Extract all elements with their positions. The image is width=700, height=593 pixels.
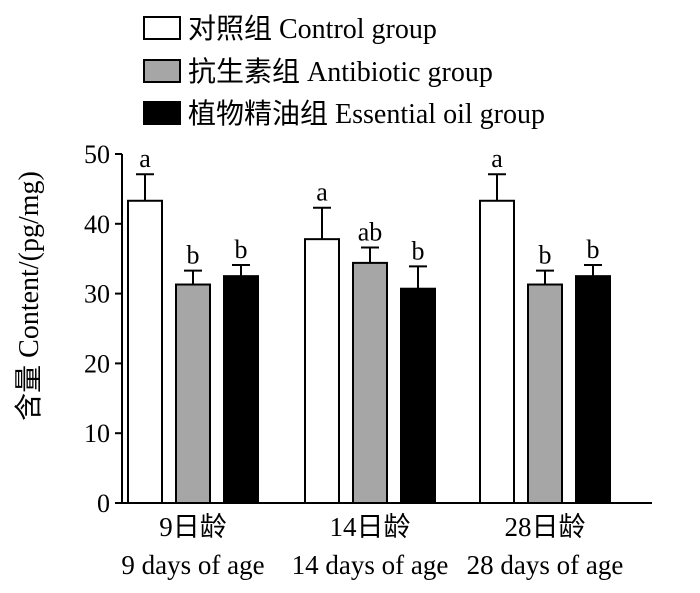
legend-label: 抗生素组 Antibiotic group [188, 56, 493, 88]
legend: 对照组 Control group 抗生素组 Antibiotic group 植物… [143, 13, 545, 130]
x-tick-label-en: 28 days of age [467, 550, 624, 580]
legend-label: 植物精油组 Essential oil group [188, 98, 545, 130]
legend-swatch [143, 101, 181, 125]
y-tick-label: 10 [84, 419, 110, 448]
bar [527, 283, 563, 504]
bar [175, 283, 211, 504]
significance-letter: a [316, 178, 328, 207]
x-tick-label-en: 9 days of age [121, 550, 264, 580]
bar [479, 199, 515, 505]
legend-label: 对照组 Control group [188, 13, 437, 45]
significance-letter: ab [358, 218, 383, 247]
legend-swatch [143, 16, 181, 40]
bar [127, 199, 163, 505]
y-tick-label: 40 [84, 210, 110, 239]
x-tick-label: 14日龄 [330, 512, 411, 542]
significance-letter: b [587, 235, 600, 264]
bar [352, 261, 388, 504]
x-tick-label-en: 14 days of age [292, 550, 449, 580]
significance-letter: b [187, 241, 200, 270]
significance-letter: b [235, 235, 248, 264]
x-tick-label: 9日龄 [159, 512, 227, 542]
y-tick-label: 30 [84, 280, 110, 309]
x-tick-label: 28日龄 [505, 512, 586, 542]
significance-letter: a [491, 144, 503, 173]
significance-letter: b [412, 236, 425, 265]
bar [400, 287, 436, 504]
bar [575, 275, 611, 504]
bar [223, 275, 259, 504]
y-tick-label: 50 [84, 140, 110, 169]
significance-letter: b [539, 241, 552, 270]
y-axis-label: 含量 Content/(pg/mg) [13, 171, 45, 421]
y-tick-label: 0 [97, 489, 110, 518]
bar [304, 238, 340, 504]
legend-swatch [143, 59, 181, 83]
significance-letter: a [139, 144, 151, 173]
x-axis-labels: 9日龄 9 days of age 14日龄 14 days of age 28日龄 28… [121, 512, 623, 580]
y-tick-label: 20 [84, 349, 110, 378]
